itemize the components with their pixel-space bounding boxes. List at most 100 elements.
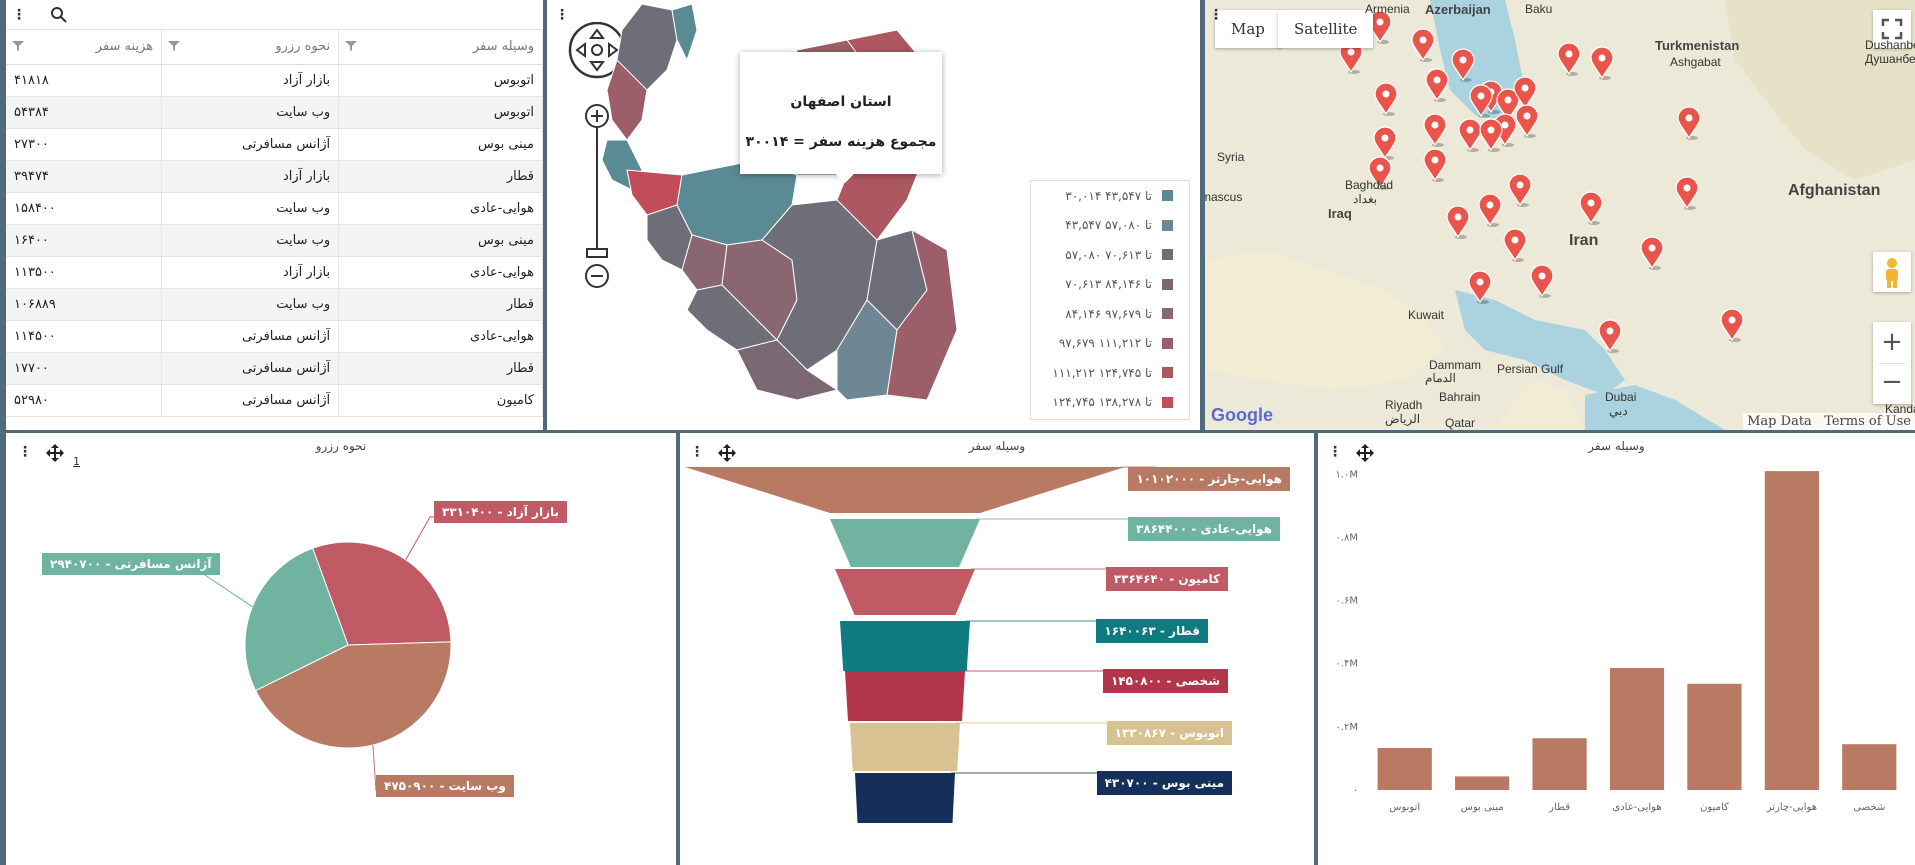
drag-move-icon[interactable]	[44, 443, 66, 465]
funnel-stage[interactable]	[850, 723, 960, 771]
table-row[interactable]: قطار وب سایت ۱۰۶۸۸۹	[6, 288, 543, 321]
more-options-icon[interactable]: ⋮	[555, 7, 569, 23]
map-type-button[interactable]: Map	[1215, 10, 1281, 48]
more-options-icon[interactable]: ⋮	[12, 7, 26, 23]
place-label: Kuwait	[1408, 308, 1445, 322]
satellite-type-button[interactable]: Satellite	[1278, 10, 1374, 48]
google-zoom-control[interactable]: + −	[1873, 322, 1911, 404]
location-pin-icon[interactable]	[1508, 173, 1532, 207]
location-pin-icon[interactable]	[1590, 46, 1614, 80]
legend-item[interactable]: ۴۳,۵۴۷ تا ۵۷,۰۸۰	[1031, 211, 1189, 241]
location-pin-icon[interactable]	[1598, 319, 1622, 353]
legend-item[interactable]: ۹۷,۶۷۹ تا ۱۱۱,۲۱۲	[1031, 329, 1189, 359]
page-marker[interactable]: 1	[73, 455, 80, 468]
legend-item[interactable]: ۷۰,۶۱۳ تا ۸۴,۱۴۶	[1031, 270, 1189, 300]
location-pin-icon[interactable]	[1411, 28, 1435, 62]
bar[interactable]	[1842, 744, 1897, 790]
location-pin-icon[interactable]	[1423, 113, 1447, 147]
location-pin-icon[interactable]	[1423, 148, 1447, 182]
google-zoom-out-icon[interactable]: −	[1881, 367, 1903, 397]
location-pin-icon[interactable]	[1373, 126, 1397, 160]
table-row[interactable]: قطار آژانس مسافرتی ۱۷۷۰۰	[6, 352, 543, 385]
location-markers[interactable]	[1205, 0, 1915, 430]
more-options-icon[interactable]: ⋮	[1209, 7, 1223, 23]
location-pin-icon[interactable]	[1374, 82, 1398, 116]
street-view-pegman-icon[interactable]	[1873, 252, 1911, 292]
legend-item[interactable]: ۱۲۴,۷۴۵ تا ۱۳۸,۲۷۸	[1031, 388, 1189, 418]
bar[interactable]	[1532, 738, 1587, 790]
bar[interactable]	[1764, 471, 1819, 790]
google-map-canvas[interactable]: Map Satellite ⋮ + − Armenia Azerbaijan Bak…	[1205, 0, 1915, 430]
legend-item[interactable]: ۵۷,۰۸۰ تا ۷۰,۶۱۳	[1031, 240, 1189, 270]
terms-of-use-link[interactable]: Terms of Use	[1824, 414, 1911, 429]
column-header[interactable]: وسیله سفر	[338, 30, 543, 65]
funnel-stage[interactable]	[835, 569, 975, 615]
funnel-stage[interactable]	[840, 621, 970, 671]
legend-item[interactable]: ۸۴,۱۴۶ تا ۹۷,۶۷۹	[1031, 299, 1189, 329]
drag-move-icon[interactable]	[1354, 443, 1376, 465]
map-data-link[interactable]: Map Data	[1747, 414, 1812, 429]
location-pin-icon[interactable]	[1675, 176, 1699, 210]
table-row[interactable]: اتوبوس وب سایت ۵۴۳۸۴	[6, 96, 543, 129]
pie-slice[interactable]	[244, 547, 349, 692]
location-pin-icon[interactable]	[1479, 118, 1503, 152]
location-pin-icon[interactable]	[1640, 236, 1664, 270]
table-row[interactable]: مینی بوس وب سایت ۱۶۴۰۰	[6, 224, 543, 257]
funnel-stage[interactable]	[830, 519, 980, 567]
table-row[interactable]: قطار بازار آزاد ۳۹۴۷۴	[6, 160, 543, 193]
table-row[interactable]: هوایی-عادی آژانس مسافرتی ۱۱۴۵۰۰	[6, 320, 543, 353]
legend-swatch	[1162, 396, 1173, 408]
place-label: Baghdad	[1345, 178, 1394, 192]
google-map-panel[interactable]: Map Satellite ⋮ + − Armenia Azerbaijan Bak…	[1205, 0, 1915, 430]
location-pin-icon[interactable]	[1451, 48, 1475, 82]
filter-icon[interactable]	[345, 41, 358, 51]
table-cell: وب سایت	[161, 288, 340, 321]
legend-item[interactable]: ۳۰,۰۱۴ تا ۴۳,۵۴۷	[1031, 181, 1189, 211]
bar[interactable]	[1377, 747, 1432, 790]
location-pin-icon[interactable]	[1503, 228, 1527, 262]
funnel-stage[interactable]	[845, 671, 965, 721]
bar[interactable]	[1609, 668, 1665, 790]
location-pin-icon[interactable]	[1469, 84, 1493, 118]
location-pin-icon[interactable]	[1368, 156, 1392, 190]
google-zoom-in-icon[interactable]: +	[1881, 327, 1903, 357]
table-row[interactable]: اتوبوس بازار آزاد ۴۱۸۱۸	[6, 64, 543, 97]
zoom-slider-handle[interactable]	[586, 248, 608, 258]
location-pin-icon[interactable]	[1720, 308, 1744, 342]
funnel-stage[interactable]	[685, 467, 1125, 513]
more-options-icon[interactable]: ⋮	[690, 444, 704, 460]
location-pin-icon[interactable]	[1530, 264, 1554, 298]
location-pin-icon[interactable]	[1468, 270, 1492, 304]
location-pin-icon[interactable]	[1446, 205, 1470, 239]
bar[interactable]	[1455, 776, 1510, 790]
filter-icon[interactable]	[12, 41, 24, 51]
location-pin-icon[interactable]	[1579, 191, 1603, 225]
table-row[interactable]: هوایی-عادی بازار آزاد ۱۱۳۵۰۰	[6, 256, 543, 289]
legend-item[interactable]: ۱۱۱,۲۱۲ تا ۱۲۴,۷۴۵	[1031, 358, 1189, 388]
location-pin-icon[interactable]	[1677, 106, 1701, 140]
location-pin-icon[interactable]	[1515, 104, 1539, 138]
filter-icon[interactable]	[168, 41, 181, 51]
table-row[interactable]: هوایی-عادی وب سایت ۱۵۸۴۰۰	[6, 192, 543, 225]
column-header[interactable]: نحوه رزرو	[161, 30, 340, 65]
drag-move-icon[interactable]	[716, 443, 738, 465]
province-shapes[interactable]	[601, 3, 958, 401]
column-header[interactable]: هزینه سفر	[6, 30, 163, 65]
more-options-icon[interactable]: ⋮	[1328, 444, 1342, 460]
iran-map[interactable]	[547, 0, 1200, 430]
location-pin-icon[interactable]	[1425, 68, 1449, 102]
search-icon[interactable]	[50, 6, 68, 24]
location-pin-icon[interactable]	[1478, 193, 1502, 227]
location-pin-icon[interactable]	[1557, 42, 1581, 76]
pie-slice[interactable]	[254, 641, 452, 749]
funnel-stage[interactable]	[855, 773, 955, 823]
table-row[interactable]: مینی بوس آژانس مسافرتی ۲۷۳۰۰	[6, 128, 543, 161]
pie-slice[interactable]	[312, 541, 452, 646]
fullscreen-icon[interactable]	[1873, 10, 1911, 48]
table-row[interactable]: کامیون آژانس مسافرتی ۵۲۹۸۰	[6, 384, 543, 417]
bar[interactable]	[1687, 683, 1742, 790]
location-pin-icon[interactable]	[1458, 118, 1482, 152]
more-options-icon[interactable]: ⋮	[18, 444, 32, 460]
map-navigation-control[interactable]	[567, 22, 627, 292]
legend-swatch	[1162, 219, 1173, 231]
